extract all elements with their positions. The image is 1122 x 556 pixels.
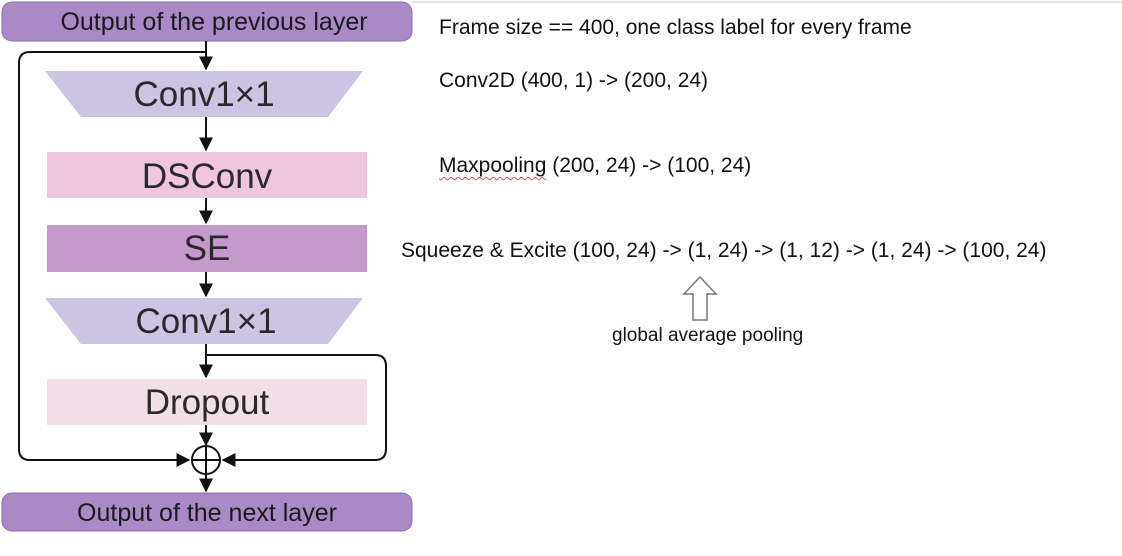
- se-block: [47, 225, 367, 272]
- conv1x1-label-2: Conv1×1: [135, 302, 276, 341]
- dsconv-block: [47, 152, 367, 198]
- maxpool-word: Maxpooling: [439, 154, 547, 177]
- maxpool-note: Maxpooling (200, 24) -> (100, 24): [439, 154, 751, 178]
- squeeze-excite-note: Squeeze & Excite (100, 24) -> (1, 24) ->…: [401, 239, 1047, 262]
- skip-connection-right: [206, 354, 387, 467]
- input-label: Output of the previous layer: [60, 8, 367, 36]
- circled-plus-icon: [191, 445, 221, 475]
- output-label: Output of the next layer: [77, 499, 337, 527]
- conv1x1-block-1: [45, 71, 363, 117]
- dropout-block: [47, 379, 367, 425]
- frame-size-note: Frame size == 400, one class label for e…: [439, 16, 912, 39]
- hollow-up-arrow-icon: [682, 275, 718, 321]
- conv1x1-block-2: [45, 298, 363, 344]
- dropout-label: Dropout: [145, 383, 270, 422]
- conv2d-note: Conv2D (400, 1) -> (200, 24): [439, 69, 709, 92]
- global-average-pooling-note: global average pooling: [612, 325, 804, 346]
- dsconv-label: DSConv: [142, 157, 273, 196]
- skip-connection-left: [18, 51, 206, 467]
- se-label: SE: [184, 229, 231, 268]
- maxpool-shape: (200, 24) -> (100, 24): [546, 154, 752, 177]
- conv1x1-label-1: Conv1×1: [133, 75, 274, 114]
- output-box: [1, 492, 413, 532]
